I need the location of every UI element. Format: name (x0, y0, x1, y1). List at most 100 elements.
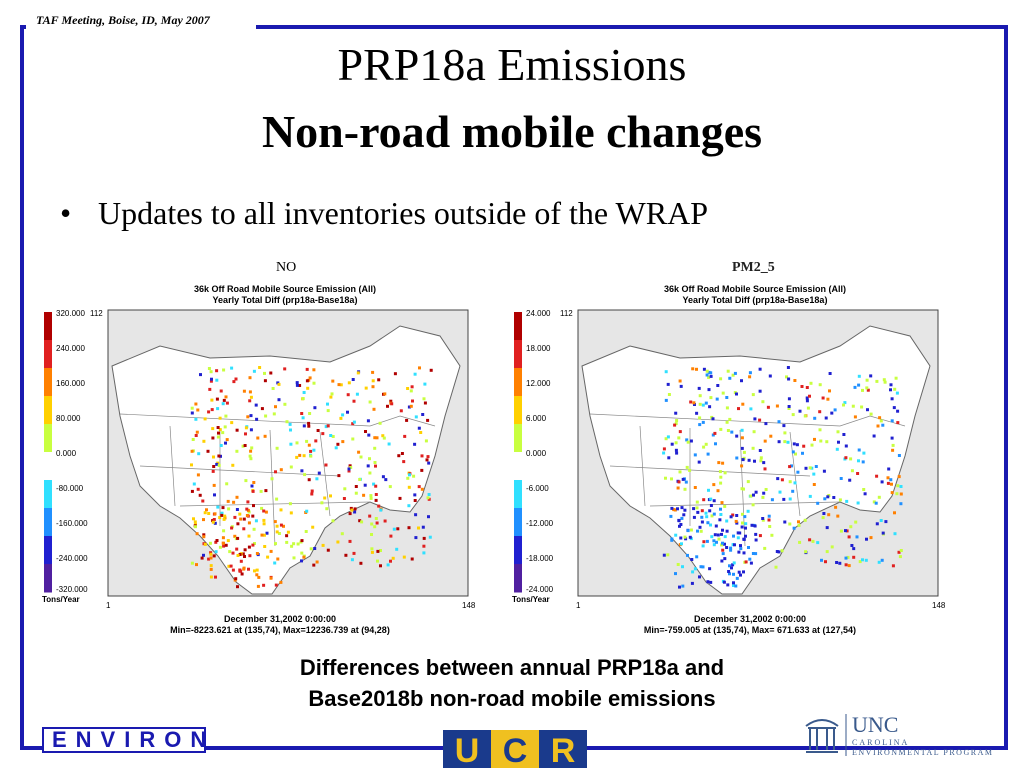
emission-cell (863, 492, 867, 496)
emission-cell (223, 514, 227, 518)
state-border (119, 413, 436, 427)
emission-cell (193, 525, 197, 529)
emission-cell (754, 532, 758, 536)
axis-xmax: 148 (932, 601, 946, 610)
emission-cell (300, 551, 304, 555)
emission-cell (417, 485, 421, 489)
emission-cell (835, 561, 839, 564)
color-scale-segment (44, 480, 52, 509)
emission-cell (221, 506, 225, 510)
emission-cell (209, 567, 213, 571)
emission-cell (209, 556, 213, 560)
emission-cell (835, 447, 839, 451)
emission-cell (221, 431, 225, 435)
emission-cell (266, 555, 270, 559)
state-border (179, 501, 371, 507)
emission-cell (680, 506, 684, 510)
emission-cell (702, 445, 706, 449)
emission-cell (705, 515, 709, 519)
emission-cell (887, 467, 891, 471)
emission-cell (252, 481, 256, 484)
emission-cell (389, 534, 393, 538)
emission-cell (202, 439, 206, 443)
emission-cell (899, 485, 903, 488)
emission-cell (305, 509, 309, 513)
emission-cell (782, 424, 786, 428)
emission-cell (683, 508, 687, 512)
emission-cell (413, 442, 417, 446)
emission-cell (830, 545, 834, 549)
emission-cell (898, 555, 902, 559)
emission-cell (847, 564, 851, 568)
emission-cell (352, 420, 356, 424)
emission-cell (788, 465, 792, 469)
emission-cell (872, 434, 876, 438)
emission-cell (211, 519, 215, 523)
emission-cell (254, 403, 258, 407)
emission-cell (792, 442, 796, 446)
emission-cell (339, 383, 343, 387)
emission-cell (279, 508, 283, 512)
emission-cell (209, 379, 213, 383)
emission-cell (413, 372, 417, 376)
emission-cell (413, 493, 417, 497)
emission-cell (862, 451, 866, 455)
emission-cell (409, 404, 413, 408)
emission-cell (709, 396, 713, 400)
emission-cell (763, 546, 767, 550)
map-heading-line2: Yearly Total Diff (prp18a-Base18a) (682, 295, 828, 305)
emission-cell (364, 386, 368, 390)
emission-cell (303, 473, 307, 477)
emission-cell (260, 506, 264, 510)
emission-cell (210, 398, 214, 402)
emission-cell (417, 426, 421, 430)
emission-cell (331, 519, 335, 523)
emission-cell (370, 547, 374, 551)
emission-cell (248, 390, 252, 394)
emission-cell (788, 480, 792, 484)
emission-cell (666, 553, 670, 557)
emission-cell (670, 477, 673, 481)
emission-cell (283, 402, 287, 406)
emission-cell (777, 550, 781, 554)
emission-cell (679, 536, 683, 540)
emission-cell (396, 527, 400, 531)
emission-cell (190, 463, 193, 467)
emission-cell (677, 436, 681, 440)
emission-cell (688, 468, 692, 472)
emission-cell (300, 539, 304, 543)
emission-cell (214, 540, 218, 544)
emission-cell (425, 458, 429, 462)
emission-cell (374, 498, 378, 502)
emission-cell (717, 537, 721, 541)
emission-cell (842, 403, 845, 407)
emission-cell (379, 564, 382, 568)
emission-cell (737, 550, 741, 554)
emission-cell (315, 477, 319, 481)
emission-cell (785, 375, 788, 379)
emission-cell (390, 402, 394, 406)
emission-cell (759, 456, 763, 460)
emission-cell (224, 395, 228, 399)
emission-cell (215, 462, 219, 466)
emission-cell (666, 435, 670, 439)
map-species-label: PM2_5 (732, 260, 775, 275)
emission-cell (705, 373, 709, 377)
emission-cell (249, 395, 253, 399)
emission-cell (256, 584, 260, 588)
emission-cell (674, 448, 678, 452)
emission-cell (712, 499, 716, 503)
emission-cell (723, 471, 727, 475)
emission-cell (426, 418, 430, 422)
emission-cell (808, 466, 812, 470)
emission-cell (196, 408, 200, 412)
emission-cell (270, 477, 274, 481)
emission-cell (751, 393, 755, 397)
emission-cell (247, 510, 251, 514)
color-scale: 320.000 240.000 160.000 80.000 0.000 -80.000 -… (44, 309, 88, 594)
emission-cell (692, 507, 696, 511)
emission-cell (218, 545, 222, 549)
emission-cell (216, 505, 220, 509)
emission-cell (312, 448, 316, 452)
emission-cell (741, 512, 744, 516)
